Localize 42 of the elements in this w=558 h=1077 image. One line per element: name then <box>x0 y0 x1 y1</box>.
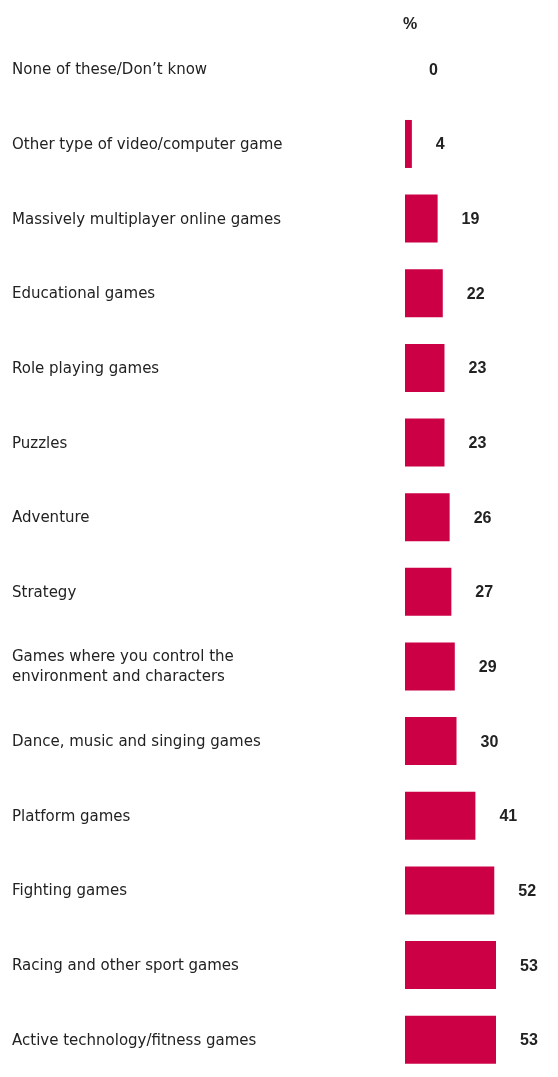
y-tick-label: Active technology/fitness games <box>12 1030 257 1049</box>
bar <box>405 343 445 392</box>
bar <box>405 194 438 243</box>
bar <box>405 717 457 766</box>
y-tick-label: Fighting games <box>12 881 128 900</box>
y-tick-label: Educational games <box>12 284 156 303</box>
data-label: 29 <box>478 657 497 675</box>
y-tick-label: Platform games <box>12 806 131 825</box>
data-label: 23 <box>468 359 487 377</box>
data-label: 19 <box>461 210 480 228</box>
y-tick-label: Strategy <box>12 582 77 601</box>
chart-title: % <box>403 14 418 32</box>
data-label: 22 <box>466 284 485 302</box>
data-label: 0 <box>429 60 438 78</box>
data-label: 23 <box>468 434 487 452</box>
bar <box>405 269 443 318</box>
y-tick-label: Dance, music and singing games <box>12 732 261 751</box>
bar <box>405 791 476 840</box>
data-label: 52 <box>518 881 537 899</box>
data-label: 53 <box>520 956 538 974</box>
data-label: 30 <box>480 732 499 750</box>
y-tick-label: Puzzles <box>12 433 68 452</box>
data-label: 26 <box>473 508 492 526</box>
y-tick-label: Other type of video/computer game <box>12 134 283 153</box>
y-tick-label: Racing and other sport games <box>12 956 240 975</box>
bar <box>405 642 455 691</box>
y-tick-label: Role playing games <box>12 358 160 377</box>
y-tick-label: Adventure <box>12 508 90 527</box>
y-tick-label: None of these/Don’t know <box>12 60 208 79</box>
bar <box>405 418 445 467</box>
y-tick-label: Massively multiplayer online games <box>12 209 282 228</box>
bar <box>405 567 452 616</box>
data-label: 27 <box>475 583 494 601</box>
data-label: 41 <box>499 807 518 825</box>
data-label: 53 <box>520 1031 538 1049</box>
y-tick-label: Games where you control the environment and characters <box>12 647 239 686</box>
bar <box>405 119 412 168</box>
bar <box>405 1015 496 1064</box>
bar <box>405 941 496 990</box>
bar <box>405 493 450 542</box>
data-label: 4 <box>435 135 445 153</box>
bar <box>405 866 495 915</box>
